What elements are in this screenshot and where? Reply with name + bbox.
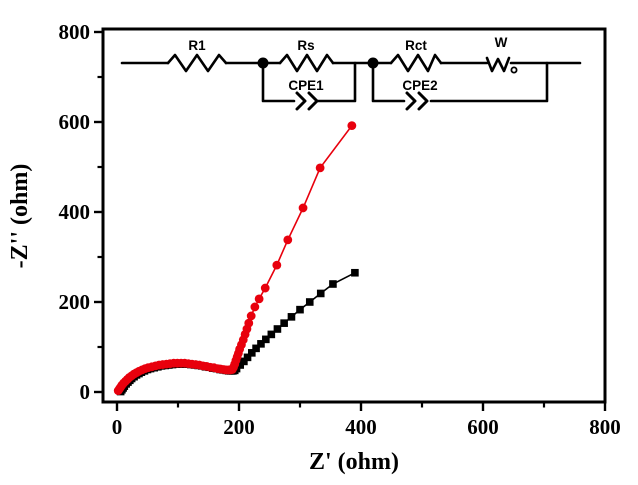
circuit-label-w: W	[495, 35, 508, 50]
black-squares-marker	[267, 330, 276, 339]
y-axis-title: -Z'' (ohm)	[7, 164, 33, 269]
black-squares-marker	[296, 305, 304, 314]
black-squares-marker	[262, 335, 270, 344]
red-circles-marker	[298, 203, 308, 213]
red-circles-marker	[315, 163, 325, 173]
y-tick-label: 800	[59, 20, 91, 44]
red-circles-marker	[246, 311, 256, 321]
data-series	[113, 121, 359, 396]
black-squares-marker	[273, 325, 282, 333]
black-squares-marker	[287, 313, 296, 321]
y-tick-label: 200	[59, 290, 91, 314]
cpe1-branch-wire	[261, 61, 357, 103]
x-tick-label: 0	[112, 415, 123, 439]
resistor-rct-icon	[389, 53, 443, 73]
circuit-label-cpe2: CPE2	[402, 78, 437, 93]
circuit-label-cpe1: CPE1	[288, 78, 324, 93]
red-circles-marker	[244, 318, 254, 328]
red-circles-marker	[283, 235, 293, 245]
black-squares-marker	[305, 298, 314, 306]
red-circles-marker	[250, 302, 260, 312]
circuit-label-rs: Rs	[297, 38, 314, 53]
black-squares-marker	[316, 289, 325, 298]
black-squares-marker	[280, 319, 288, 327]
equivalent-circuit-inset: R1 Rs Rct W CPE1 CPE2	[120, 35, 582, 111]
red-circles-marker	[254, 294, 264, 304]
circuit-label-rct: Rct	[405, 38, 427, 53]
black-squares-marker	[252, 344, 260, 353]
y-tick-label: 0	[80, 380, 91, 404]
black-squares-marker	[248, 349, 256, 357]
x-axis-title: Z' (ohm)	[309, 449, 399, 475]
plot-frame	[101, 27, 607, 404]
circuit-label-r1: R1	[188, 38, 206, 53]
red-circles-marker	[347, 121, 357, 130]
axes: 0 200 400 600 800 0 200 400 600 800	[59, 20, 621, 439]
y-tick-label: 400	[59, 200, 91, 224]
black-squares-marker	[351, 268, 359, 277]
resistor-rs-icon	[278, 53, 335, 73]
warburg-icon	[485, 56, 511, 73]
black-squares-marker	[257, 340, 265, 348]
x-tick-label: 800	[589, 415, 621, 439]
red-circles-marker	[272, 260, 282, 270]
cpe2-branch-wire	[371, 61, 549, 103]
x-tick-label: 400	[345, 415, 377, 439]
warburg-open-subscript-icon	[510, 66, 518, 74]
x-tick-label: 600	[467, 415, 499, 439]
y-tick-label: 600	[59, 110, 91, 134]
cpe2-icon	[405, 91, 429, 111]
black-squares-marker	[329, 280, 337, 288]
black-squares-marker	[243, 353, 252, 362]
black-squares-marker	[240, 357, 248, 366]
red-circles-marker	[260, 283, 270, 293]
cpe1-icon	[295, 91, 319, 111]
resistor-r1-icon	[166, 53, 228, 73]
x-tick-label: 200	[223, 415, 255, 439]
